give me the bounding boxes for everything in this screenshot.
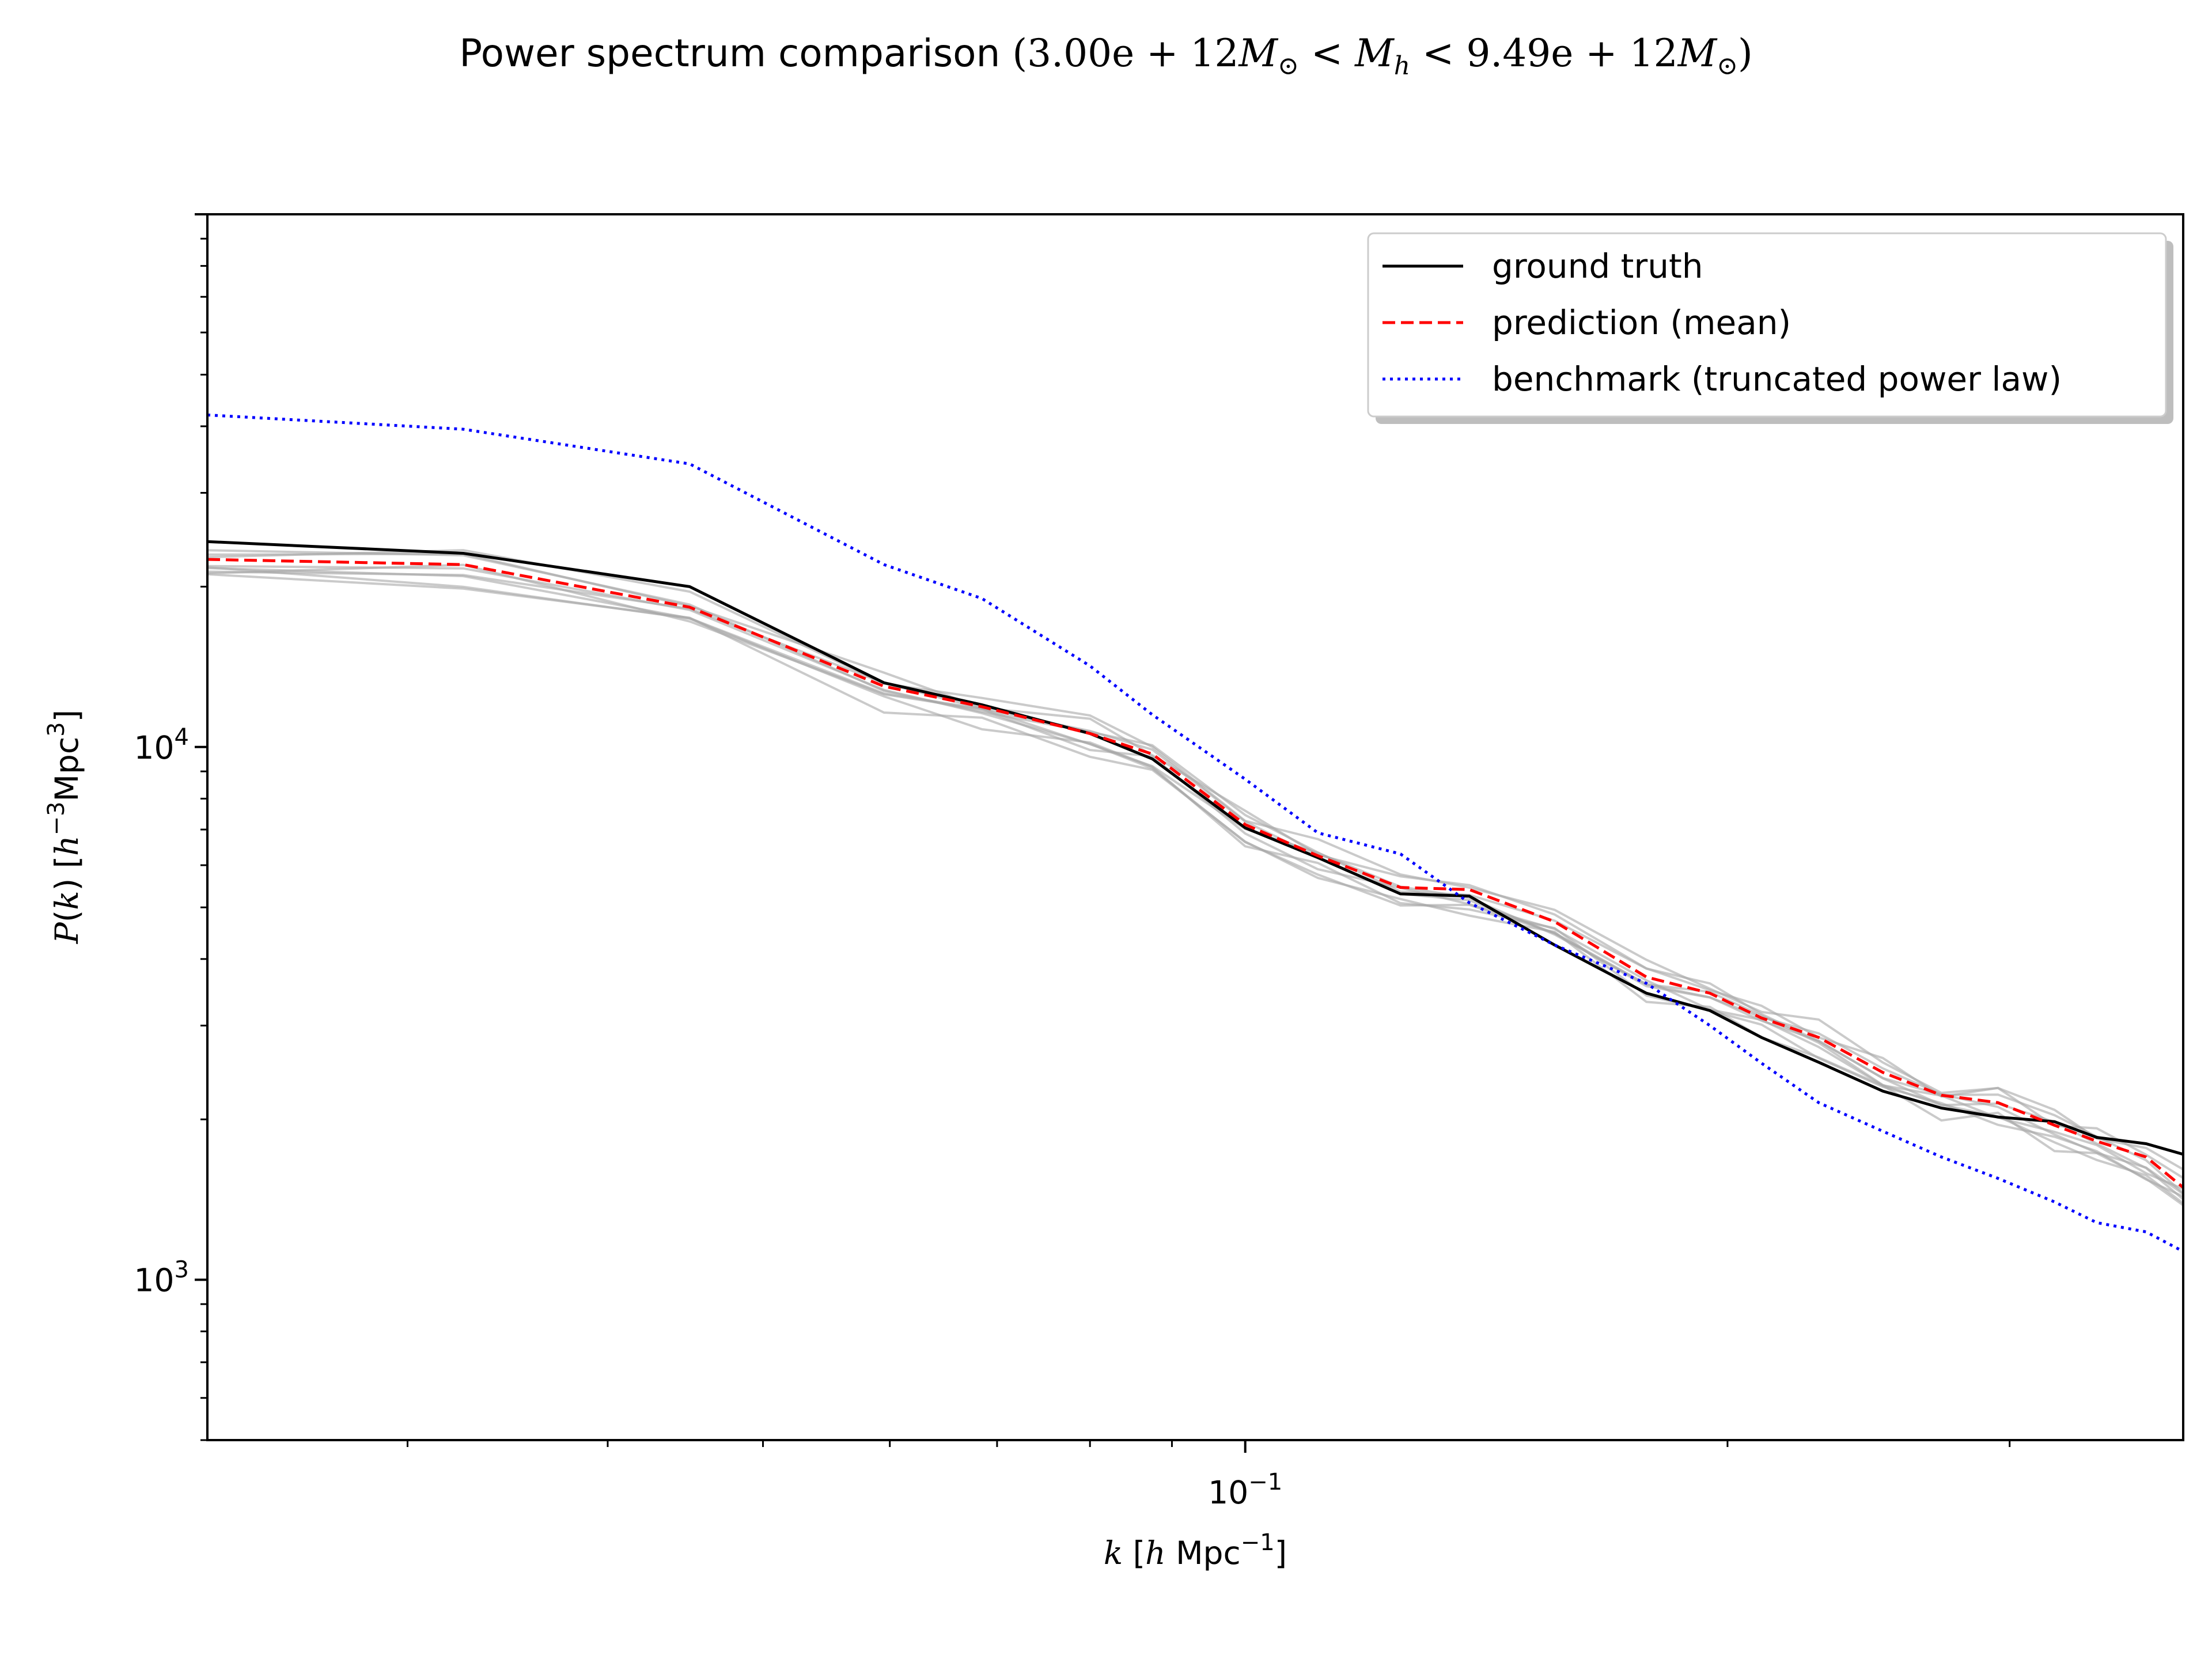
sample-line-8 bbox=[207, 549, 2183, 1171]
plot-frame bbox=[206, 213, 2184, 1441]
chart-title: Power spectrum comparison (3.00e + 12M⊙ … bbox=[459, 31, 1753, 81]
sample-line-0 bbox=[207, 552, 2183, 1179]
series-line-ground-truth bbox=[207, 540, 2183, 1156]
legend: ground truth prediction (mean) benchmark… bbox=[1367, 232, 2173, 424]
sample-line-3 bbox=[207, 566, 2183, 1198]
sample-line-1 bbox=[207, 570, 2183, 1200]
legend-box bbox=[1367, 232, 2167, 418]
y-tick-label: 103 bbox=[134, 1257, 189, 1299]
chart-title-prefix: Power spectrum comparison bbox=[459, 31, 1012, 75]
sample-line-5 bbox=[207, 567, 2183, 1195]
legend-label-prediction: prediction (mean) bbox=[1492, 303, 1791, 342]
x-tick-label: 10−1 bbox=[1208, 1469, 1282, 1511]
series-line-prediction-mean bbox=[207, 558, 2183, 1189]
legend-label-ground-truth: ground truth bbox=[1492, 247, 1703, 286]
sample-lines bbox=[207, 549, 2183, 1206]
series-line-benchmark-truncated-power-law bbox=[207, 413, 2183, 1253]
sample-line-2 bbox=[207, 565, 2183, 1205]
series-lines bbox=[207, 413, 2183, 1253]
sample-line-4 bbox=[207, 563, 2183, 1190]
y-tick-label: 104 bbox=[134, 724, 189, 766]
legend-label-benchmark: benchmark (truncated power law) bbox=[1492, 359, 2062, 399]
sample-line-6 bbox=[207, 549, 2183, 1194]
x-axis-label: k [h Mpc−1] bbox=[1104, 1529, 1287, 1571]
title-mass-low: 3.00e + 12 bbox=[1027, 31, 1238, 75]
y-axis-label: P(k) [h−3Mpc3] bbox=[43, 710, 85, 944]
sample-line-7 bbox=[207, 573, 2183, 1206]
title-mass-high: 9.49e + 12 bbox=[1466, 31, 1677, 75]
axis-ticks: 103 104 10−1 bbox=[134, 213, 2011, 1511]
